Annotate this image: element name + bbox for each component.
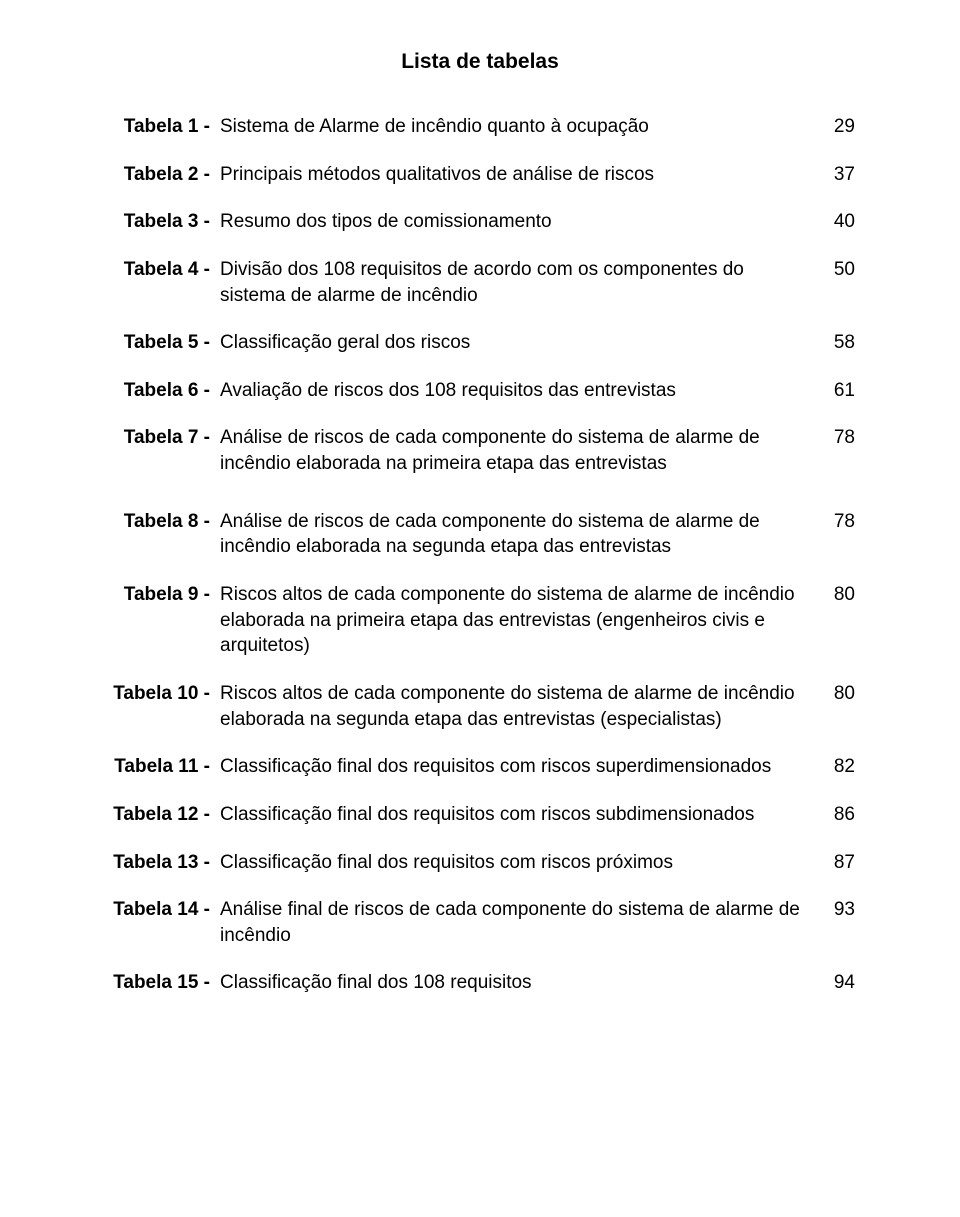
- table-of-tables-list: Tabela 1 -Sistema de Alarme de incêndio …: [105, 114, 855, 996]
- table-entry-description: Sistema de Alarme de incêndio quanto à o…: [220, 114, 820, 140]
- table-entry: Tabela 12 -Classificação final dos requi…: [105, 802, 855, 828]
- table-entry-page: 86: [820, 802, 855, 828]
- table-entry-page: 40: [820, 209, 855, 235]
- table-entry-page: 80: [820, 582, 855, 659]
- table-entry-label: Tabela 9 -: [105, 582, 220, 659]
- table-entry-label: Tabela 8 -: [105, 509, 220, 560]
- table-entry: Tabela 8 -Análise de riscos de cada comp…: [105, 509, 855, 560]
- table-entry-description: Resumo dos tipos de comissionamento: [220, 209, 820, 235]
- table-entry-description: Classificação final dos requisitos com r…: [220, 754, 820, 780]
- table-entry-description: Classificação final dos 108 requisitos: [220, 970, 820, 996]
- table-entry-label: Tabela 10 -: [105, 681, 220, 732]
- table-entry-page: 37: [820, 162, 855, 188]
- table-entry-page: 80: [820, 681, 855, 732]
- table-entry-label: Tabela 3 -: [105, 209, 220, 235]
- table-entry-description: Classificação geral dos riscos: [220, 330, 820, 356]
- table-entry-page: 78: [820, 509, 855, 560]
- table-entry: Tabela 15 -Classificação final dos 108 r…: [105, 970, 855, 996]
- section-gap: [105, 499, 855, 509]
- table-entry-label: Tabela 12 -: [105, 802, 220, 828]
- table-entry-description: Riscos altos de cada componente do siste…: [220, 681, 820, 732]
- table-entry-page: 58: [820, 330, 855, 356]
- table-entry-page: 87: [820, 850, 855, 876]
- table-entry-label: Tabela 5 -: [105, 330, 220, 356]
- table-entry: Tabela 4 -Divisão dos 108 requisitos de …: [105, 257, 855, 308]
- table-entry: Tabela 11 -Classificação final dos requi…: [105, 754, 855, 780]
- table-entry: Tabela 7 -Análise de riscos de cada comp…: [105, 425, 855, 476]
- table-entry-description: Divisão dos 108 requisitos de acordo com…: [220, 257, 820, 308]
- table-entry: Tabela 2 -Principais métodos qualitativo…: [105, 162, 855, 188]
- table-entry-description: Principais métodos qualitativos de análi…: [220, 162, 820, 188]
- table-entry: Tabela 14 -Análise final de riscos de ca…: [105, 897, 855, 948]
- table-entry-page: 82: [820, 754, 855, 780]
- table-entry-label: Tabela 6 -: [105, 378, 220, 404]
- table-entry-page: 50: [820, 257, 855, 308]
- table-entry: Tabela 9 -Riscos altos de cada component…: [105, 582, 855, 659]
- table-entry: Tabela 10 -Riscos altos de cada componen…: [105, 681, 855, 732]
- table-entry-label: Tabela 11 -: [105, 754, 220, 780]
- table-entry-description: Classificação final dos requisitos com r…: [220, 802, 820, 828]
- table-entry-description: Avaliação de riscos dos 108 requisitos d…: [220, 378, 820, 404]
- table-entry-label: Tabela 4 -: [105, 257, 220, 308]
- table-entry-description: Análise final de riscos de cada componen…: [220, 897, 820, 948]
- table-entry-page: 94: [820, 970, 855, 996]
- table-entry-page: 61: [820, 378, 855, 404]
- table-entry-description: Classificação final dos requisitos com r…: [220, 850, 820, 876]
- table-entry-label: Tabela 13 -: [105, 850, 220, 876]
- table-entry: Tabela 1 -Sistema de Alarme de incêndio …: [105, 114, 855, 140]
- table-entry: Tabela 5 -Classificação geral dos riscos…: [105, 330, 855, 356]
- table-entry-description: Análise de riscos de cada componente do …: [220, 509, 820, 560]
- table-entry: Tabela 13 -Classificação final dos requi…: [105, 850, 855, 876]
- table-entry: Tabela 3 -Resumo dos tipos de comissiona…: [105, 209, 855, 235]
- table-entry-description: Riscos altos de cada componente do siste…: [220, 582, 820, 659]
- table-entry-page: 29: [820, 114, 855, 140]
- table-entry-page: 93: [820, 897, 855, 948]
- table-entry-label: Tabela 2 -: [105, 162, 220, 188]
- table-entry-description: Análise de riscos de cada componente do …: [220, 425, 820, 476]
- table-entry-label: Tabela 14 -: [105, 897, 220, 948]
- table-entry: Tabela 6 -Avaliação de riscos dos 108 re…: [105, 378, 855, 404]
- table-entry-label: Tabela 1 -: [105, 114, 220, 140]
- table-entry-label: Tabela 7 -: [105, 425, 220, 476]
- table-entry-label: Tabela 15 -: [105, 970, 220, 996]
- page-title: Lista de tabelas: [105, 50, 855, 74]
- table-entry-page: 78: [820, 425, 855, 476]
